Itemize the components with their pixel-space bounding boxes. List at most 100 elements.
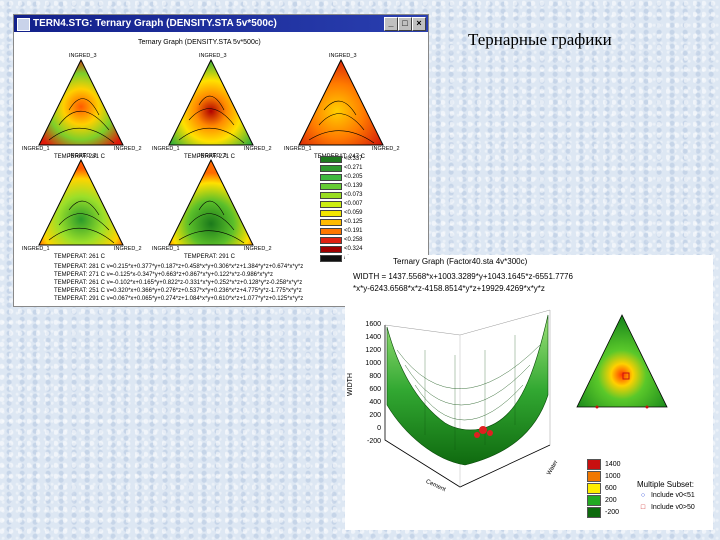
graph-title: Ternary Graph (DENSITY.STA 5v*500c) — [138, 39, 261, 46]
legend-swatch — [320, 174, 342, 181]
z-tick-label: 0 — [377, 425, 381, 432]
legend-swatch — [587, 483, 601, 494]
maximize-button[interactable]: □ — [398, 17, 412, 31]
ternary-plots — [38, 58, 384, 246]
legend-swatch — [320, 165, 342, 172]
legend-label: <0.258 — [344, 237, 363, 243]
slide-title: Тернарные графики — [468, 30, 612, 49]
ternary-triangle-3 — [298, 58, 384, 146]
surface-graph-window[interactable]: Ternary Graph (Factor40.sta 4v*300c) WID… — [345, 255, 713, 530]
tri5-temp-label: TEMPERAT: 291 C — [184, 254, 235, 260]
surface-legend-row: 1000 — [587, 470, 627, 484]
legend-swatch — [320, 210, 342, 217]
z-tick-label: 400 — [369, 399, 381, 406]
tri2-left-label: INGRED_1 — [152, 146, 180, 152]
legend-swatch — [587, 459, 601, 470]
z-tick-label: 1400 — [365, 334, 381, 341]
legend-label: <0.007 — [344, 201, 363, 207]
z-tick-label: 800 — [369, 373, 381, 380]
square-marker-icon: □ — [640, 504, 646, 511]
legend-row: <0.059 — [320, 209, 370, 218]
tri5-right-label: INGRED_2 — [244, 246, 272, 252]
ternary-triangle-4 — [38, 158, 124, 246]
legend-swatch — [587, 507, 601, 518]
legend-swatch — [587, 471, 601, 482]
close-button[interactable]: × — [412, 17, 426, 31]
ternary-triangle-1 — [38, 58, 124, 146]
tri4-left-label: INGRED_1 — [22, 246, 50, 252]
tri1-left-label: INGRED_1 — [22, 146, 50, 152]
legend-swatch — [320, 156, 342, 163]
tri2-top-label: INGRED_3 — [199, 53, 227, 59]
legend-row: <0.007 — [320, 200, 370, 209]
legend-row: <0.337 — [320, 155, 370, 164]
subset-item-1: ○ Include v0<51 — [637, 492, 695, 499]
legend-label: <0.337 — [344, 156, 363, 162]
small-ternary-triangle — [576, 314, 668, 408]
legend-swatch — [320, 246, 342, 253]
window-titlebar[interactable]: TERN4.STG: Ternary Graph (DENSITY.STA 5v… — [14, 15, 428, 32]
tri2-temp-label: TEMPERAT: 271 C — [184, 154, 235, 160]
surface-plot — [384, 309, 668, 488]
surface-legend-row: -200 — [587, 506, 627, 520]
surface-equation-line: *x*y-6243.6568*x*z-4158.8514*y*z+19929.4… — [353, 284, 545, 293]
tri4-right-label: INGRED_2 — [114, 246, 142, 252]
window-title: TERN4.STG: Ternary Graph (DENSITY.STA 5v… — [33, 18, 277, 29]
legend-swatch — [320, 237, 342, 244]
legend-swatch — [320, 183, 342, 190]
equation-line: TEMPERAT: 261 C v=-0.102*x+0.165*y+0.822… — [54, 280, 303, 286]
z-tick-label: 200 — [369, 412, 381, 419]
legend-row: <0.324 — [320, 245, 370, 254]
legend-row: <0.205 — [320, 173, 370, 182]
subset-label: Include v0<51 — [650, 492, 695, 499]
legend-label: <0.073 — [344, 192, 363, 198]
legend-label: <0.205 — [344, 174, 363, 180]
tri5-left-label: INGRED_1 — [152, 246, 180, 252]
legend-label: -200 — [605, 509, 620, 516]
surface-graph-title: Ternary Graph (Factor40.sta 4v*300c) — [393, 257, 528, 266]
legend-label: <0.271 — [344, 165, 363, 171]
legend-label: 1000 — [605, 473, 621, 480]
ternary-triangle-2 — [168, 58, 254, 146]
tri3-right-label: INGRED_2 — [372, 146, 400, 152]
tri4-top-label: INGRED_3 — [69, 153, 97, 159]
legend-label: 200 — [605, 497, 617, 504]
window-app-icon — [17, 18, 30, 31]
equation-line: TEMPERAT: 251 C v=0.320*x+0.366*y+0.276*… — [54, 288, 302, 294]
legend-swatch — [320, 228, 342, 235]
ternary-graph-window[interactable]: TERN4.STG: Ternary Graph (DENSITY.STA 5v… — [13, 14, 429, 307]
z-axis-label: WIDTH — [346, 373, 354, 396]
legend-label: 600 — [605, 485, 617, 492]
tri4-temp-label: TEMPERAT: 261 C — [54, 254, 105, 260]
tri2-right-label: INGRED_2 — [244, 146, 272, 152]
tri3-top-label: INGRED_3 — [329, 53, 357, 59]
legend-swatch — [320, 255, 342, 262]
legend-row: <0.258 — [320, 236, 370, 245]
legend-swatch — [320, 192, 342, 199]
z-tick-label: 1200 — [365, 347, 381, 354]
legend-row: <0.271 — [320, 164, 370, 173]
equation-line: TEMPERAT: 271 C v=-0.125*x-0.347*y+0.663… — [54, 272, 274, 278]
surface-legend-row: 1400 — [587, 458, 627, 472]
legend-swatch — [320, 201, 342, 208]
equation-line: TEMPERAT: 281 C v=0.215*x+0.377*y+0.187*… — [54, 264, 304, 270]
surface-equation-line: WIDTH = 1437.5568*x+1003.3289*y+1043.164… — [353, 272, 573, 281]
legend-row: <0.191 — [320, 227, 370, 236]
equation-line: TEMPERAT: 291 C v=0.067*x+0.065*y+0.274*… — [54, 296, 304, 302]
legend-label: 1400 — [605, 461, 621, 468]
legend-row: <0.139 — [320, 182, 370, 191]
tri3-left-label: INGRED_1 — [284, 146, 312, 152]
legend-label: <0.191 — [344, 228, 363, 234]
tri1-temp-label: TEMPERAT: 281 C — [54, 154, 105, 160]
surface-legend-row: 200 — [587, 494, 627, 508]
minimize-button[interactable]: _ — [384, 17, 398, 31]
z-tick-label: 600 — [369, 386, 381, 393]
legend-row: <0.073 — [320, 191, 370, 200]
legend-label: <0.125 — [344, 219, 363, 225]
legend-row: <0.125 — [320, 218, 370, 227]
legend-label: <0.324 — [344, 246, 363, 252]
ternary-triangle-5 — [168, 158, 254, 246]
subset-label: Include v0>50 — [650, 504, 695, 511]
legend-label: <0.059 — [344, 210, 363, 216]
tri5-top-label: INGRED_3 — [199, 153, 227, 159]
